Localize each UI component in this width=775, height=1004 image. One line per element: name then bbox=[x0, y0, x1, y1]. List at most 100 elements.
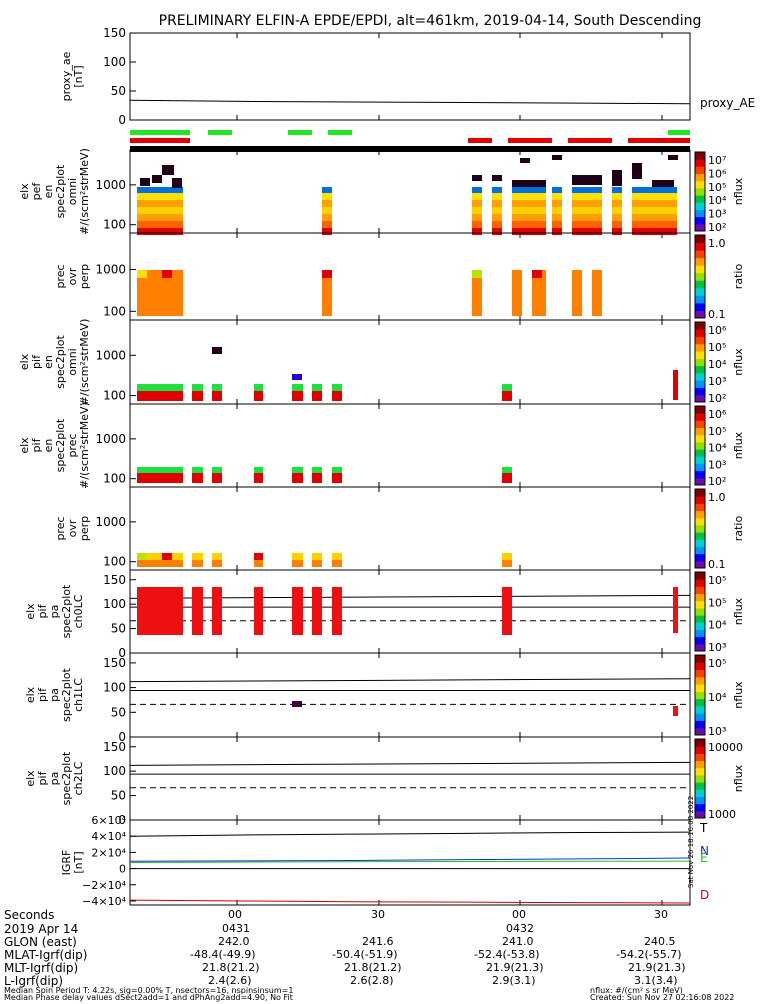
panel-1-cell-2 bbox=[137, 200, 183, 207]
footer-glon-3: 240.5 bbox=[644, 935, 676, 948]
panel-frame-0 bbox=[129, 32, 691, 121]
footer-mlat-label: MLAT-Igrf(dip) bbox=[4, 948, 88, 962]
panel-8-yticklabel-3: 0 bbox=[118, 813, 126, 827]
panel-3-colorbar-cell-7 bbox=[695, 343, 705, 352]
panel-1-ylabel-0: elx bbox=[18, 183, 31, 200]
panel-2-colorbar-cell-10 bbox=[695, 235, 705, 244]
panel-1-cell-31 bbox=[512, 207, 546, 214]
panel-4-cell-15 bbox=[502, 473, 512, 483]
panel-2-cell-11 bbox=[532, 270, 542, 278]
panel-7-cell-1 bbox=[673, 706, 678, 716]
panel-5-colorbar-frame bbox=[694, 488, 706, 569]
panel-9-yticklabel-1: 4×10⁴ bbox=[91, 830, 126, 843]
panel-3-colorbar-cell-6 bbox=[695, 351, 705, 359]
footer-date-label: 2019 Apr 14 bbox=[4, 922, 79, 936]
panel-0-yticklabel-3: 0 bbox=[118, 113, 126, 127]
panel-2-ylabel-0: prec bbox=[54, 264, 67, 288]
panel-4-colorbar-cell-9 bbox=[695, 413, 705, 421]
panel-1-cell-32 bbox=[512, 214, 546, 221]
footer-seconds-3: 30 bbox=[654, 908, 668, 921]
panel-9-yticklabel-2: 2×10⁴ bbox=[91, 846, 126, 859]
panel-1-colorbar-tick-3: 10⁴ bbox=[708, 194, 727, 207]
panel-1-cell-0 bbox=[137, 187, 183, 194]
panel-1-cell-65 bbox=[172, 178, 182, 188]
panel-1-cell-57 bbox=[632, 193, 677, 200]
panel-1-cell-71 bbox=[552, 155, 562, 160]
panel-2-colorbar-frame bbox=[694, 234, 706, 319]
panel-1-cell-59 bbox=[632, 207, 677, 214]
panel-2-colorbar-tick-1: 0.1 bbox=[708, 308, 726, 321]
panel-4-colorbar-cell-6 bbox=[695, 434, 705, 443]
panel-6-colorbar-frame bbox=[694, 571, 706, 652]
panel-4-colorbar-cell-0 bbox=[695, 477, 705, 486]
panel-5-cell-7 bbox=[254, 560, 263, 567]
footer-hour-0: 0431 bbox=[222, 922, 250, 935]
panel-6-ylabel-1: pif bbox=[36, 603, 49, 618]
panel-6-yticklabel-1: 100 bbox=[103, 597, 126, 611]
panel-1-ylabel-2: en bbox=[42, 185, 55, 199]
panel-7-colorbar-tick-0: 10⁵ bbox=[708, 657, 726, 670]
panel-2-cell-10 bbox=[472, 270, 482, 278]
panel-6-ylabel-0: elx bbox=[24, 603, 37, 620]
panel-8-colorbar-cell-6 bbox=[695, 767, 705, 776]
panel-1-cell-20 bbox=[472, 228, 482, 235]
panel-5-cell-14 bbox=[502, 553, 512, 560]
panel-2-cell-6 bbox=[512, 270, 522, 316]
panel-1-colorbar-cell-8 bbox=[695, 166, 705, 175]
panel-4-cell-10 bbox=[312, 467, 322, 473]
panel-2-ylabel-2: perp bbox=[78, 264, 91, 289]
panel-1-cell-58 bbox=[632, 200, 677, 207]
panel-6-ylabel-2: pa bbox=[48, 605, 61, 619]
panel-1-cell-67 bbox=[472, 175, 482, 181]
panel-8-ylabel-2: pa bbox=[48, 772, 61, 786]
panel-7-yticklabel-1: 100 bbox=[103, 681, 126, 695]
panel-4-colorbar-cell-7 bbox=[695, 427, 705, 436]
panel-5-colorbar-cell-10 bbox=[695, 489, 705, 497]
panel-9-yticklabel-5: −4×10⁴ bbox=[82, 895, 126, 908]
panel-2-cell-1 bbox=[137, 270, 147, 278]
panel-1-cell-75 bbox=[652, 180, 674, 187]
panel-3-ylabel-4: omni bbox=[66, 348, 79, 375]
panel-2-cell-7 bbox=[532, 270, 546, 316]
panel-1-colorbar-cell-7 bbox=[695, 173, 705, 182]
panel-1-cell-68 bbox=[492, 175, 502, 181]
footer-l-2: 2.9(3.1) bbox=[492, 974, 536, 987]
panel-8-upper-lc-line bbox=[129, 761, 691, 766]
panel-3-cell-16 bbox=[212, 347, 222, 354]
panel-3-cell-8 bbox=[292, 384, 303, 391]
panel-4-colorbar-label: nflux bbox=[732, 431, 745, 459]
panel-9-ylabel-1: [nT] bbox=[72, 851, 85, 873]
panel-1-cell-50 bbox=[612, 193, 622, 200]
panel-2-colorbar-cell-6 bbox=[695, 265, 705, 274]
panel-5-cell-9 bbox=[292, 560, 303, 567]
igrf-legend-T: T bbox=[699, 821, 708, 835]
panel-4-ylabel-1: pif bbox=[30, 437, 43, 452]
panel-1-cell-22 bbox=[492, 193, 502, 200]
panel-8-colorbar-tick-1: 1000 bbox=[708, 808, 736, 821]
panel-1-cell-10 bbox=[322, 207, 332, 214]
panel-1-cell-14 bbox=[472, 187, 482, 194]
panel-3-ylabel-3: spec2plot bbox=[54, 335, 67, 389]
igrf-legend-N: N bbox=[700, 844, 709, 858]
footer-glon-2: 241.0 bbox=[502, 935, 534, 948]
flag-red-bar-2 bbox=[508, 138, 552, 143]
panel-7-yticklabel-2: 50 bbox=[111, 705, 126, 719]
panel-7-upper-lc-line bbox=[129, 678, 691, 683]
panel-8-yticklabel-0: 150 bbox=[103, 740, 126, 754]
footer-mlt-3: 21.9(21.3) bbox=[628, 961, 686, 974]
panel-3-cell-9 bbox=[292, 391, 303, 401]
panel-6-colorbar-cell-8 bbox=[695, 586, 705, 595]
panel-1-cell-11 bbox=[322, 214, 332, 221]
panel-1-cell-33 bbox=[512, 221, 546, 228]
panel-1-colorbar-cell-6 bbox=[695, 180, 705, 189]
panel-7-colorbar-cell-10 bbox=[695, 655, 705, 663]
panel-8-colorbar-cell-5 bbox=[695, 774, 705, 783]
panel-4-cell-5 bbox=[212, 473, 222, 483]
panel-1-cell-17 bbox=[472, 207, 482, 214]
footer-mlt-0: 21.8(21.2) bbox=[202, 961, 260, 974]
panel-3-colorbar-cell-5 bbox=[695, 358, 705, 367]
panel-1-cell-6 bbox=[137, 228, 183, 235]
panel-5-colorbar-label: ratio bbox=[732, 516, 745, 542]
panel-1-colorbar-cell-10 bbox=[695, 152, 705, 160]
panel-frame-7 bbox=[129, 652, 691, 738]
